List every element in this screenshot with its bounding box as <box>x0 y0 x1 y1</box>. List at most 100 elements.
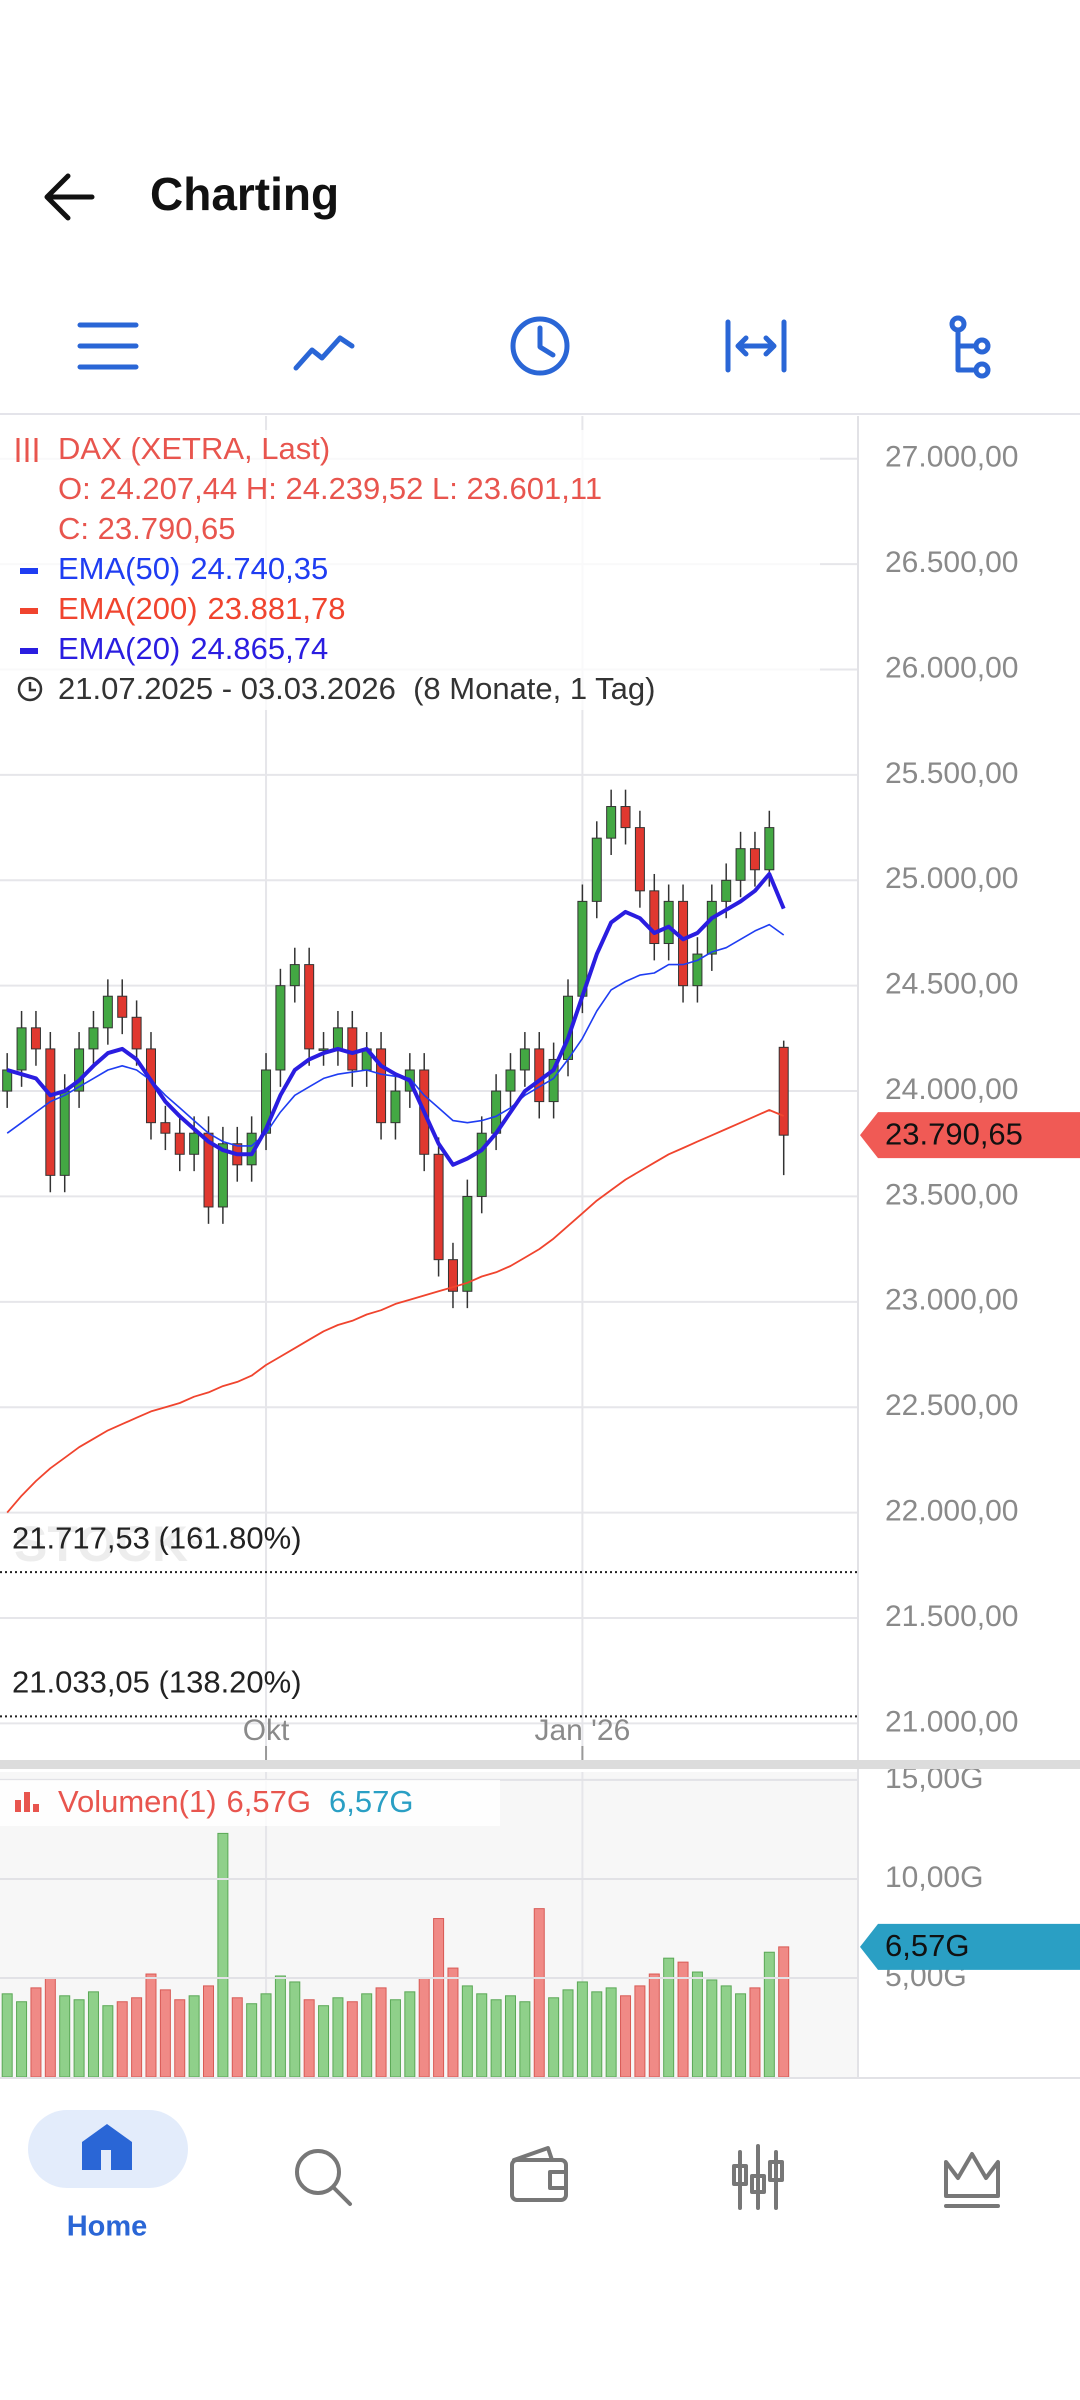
volume-bar <box>116 2001 128 2078</box>
series-name: EMA(50) <box>58 551 180 586</box>
volume-value: 6,57G <box>329 1784 413 1819</box>
candle-body <box>749 848 760 871</box>
markets-icon[interactable] <box>732 2144 784 2210</box>
clock-hand <box>28 682 36 692</box>
candle-body <box>318 1048 329 1051</box>
volume-bar <box>519 2001 531 2078</box>
time-button[interactable] <box>510 316 570 376</box>
candle-body <box>376 1048 387 1124</box>
volume-bar <box>303 1999 315 2078</box>
candle-body <box>534 1048 545 1103</box>
volume-bar <box>389 1999 401 2078</box>
series-name: EMA(200) <box>58 591 198 626</box>
volume-tag-label: 6,57G <box>885 1928 969 1963</box>
candle-body <box>692 953 703 987</box>
candle-icon <box>16 438 38 462</box>
legend-marker <box>20 648 38 654</box>
volume-bar <box>620 1995 632 2078</box>
candle-body <box>706 900 717 955</box>
wallet-icon[interactable] <box>510 2146 568 2202</box>
volume-bar <box>16 2001 28 2078</box>
price-tag-label: 23.790,65 <box>885 1116 1023 1151</box>
candle-body <box>649 890 660 945</box>
volume-bar <box>706 1979 718 2078</box>
candle-body <box>88 1027 99 1050</box>
y-tick-label: 23.000,00 <box>885 1284 1018 1317</box>
premium-icon[interactable] <box>944 2152 1000 2208</box>
back-button[interactable] <box>44 173 95 221</box>
candle-body <box>102 995 113 1029</box>
legend-marker <box>20 608 38 614</box>
ema-line <box>6 1109 785 1514</box>
volume-bar <box>720 1985 732 2078</box>
volume-bar <box>418 1977 430 2078</box>
candle-body <box>74 1048 85 1092</box>
volume-bar <box>476 1993 488 2078</box>
candle-body <box>275 985 286 1071</box>
candle-body <box>433 1153 444 1261</box>
y-tick-label: 22.000,00 <box>885 1494 1018 1527</box>
volume-bar <box>634 1985 646 2078</box>
candle-body <box>476 1132 487 1197</box>
home-icon[interactable] <box>82 2124 132 2170</box>
tools-button[interactable] <box>949 315 991 379</box>
volume-bar <box>663 1957 675 2078</box>
candle-body <box>390 1090 401 1124</box>
nav-label[interactable]: Home <box>67 2211 148 2243</box>
series-value: 24.865,74 <box>190 631 328 666</box>
candle-body <box>663 900 674 945</box>
page-title: Charting <box>150 168 339 220</box>
candle-body <box>634 827 645 892</box>
legend-text: EMA(50) 24.740,35 <box>58 551 328 586</box>
y-tick-label: 24.000,00 <box>885 1073 1018 1106</box>
volume-bar <box>73 1999 85 2078</box>
watermark: STOCK³ <box>14 1516 205 1572</box>
candle-body <box>160 1122 171 1134</box>
series-value: 23.881,78 <box>208 591 346 626</box>
volume-bar <box>447 1967 459 2078</box>
menu-button[interactable] <box>77 322 139 370</box>
volume-tag <box>860 1923 1080 1970</box>
candle-body <box>447 1259 458 1292</box>
candle-body <box>678 900 689 987</box>
volume-bar <box>548 1997 560 2078</box>
volume-bar <box>289 1981 301 2078</box>
y-tick-label: 22.500,00 <box>885 1389 1018 1422</box>
volume-bar <box>1 1993 13 2078</box>
candle-body <box>462 1195 473 1292</box>
candle-body <box>30 1027 41 1050</box>
indicator-button[interactable] <box>293 335 355 371</box>
volume-bar <box>562 1989 574 2078</box>
volume-bar <box>677 1961 689 2078</box>
legend-text: EMA(20) 24.865,74 <box>58 631 328 666</box>
volume-bar <box>763 1951 775 2078</box>
volume-bar <box>749 1987 761 2078</box>
y-tick-label: 10,00G <box>885 1861 983 1894</box>
volume-bar <box>87 1991 99 2078</box>
candle-body <box>591 837 602 902</box>
volume-bar <box>246 2003 258 2078</box>
fib-label: 21.033,05 (138.20%) <box>12 1665 302 1700</box>
volume-bar <box>174 1999 186 2078</box>
volume-icon <box>15 1792 39 1812</box>
candle-body <box>505 1069 516 1092</box>
candle-body <box>721 879 732 902</box>
ema-line <box>6 872 786 1167</box>
volume-bar <box>735 1993 747 2078</box>
search-icon[interactable] <box>295 2149 352 2206</box>
volume-bar <box>461 1985 473 2078</box>
volume-bar <box>648 1973 660 2078</box>
candle-body <box>606 806 617 839</box>
candle-body <box>289 964 300 987</box>
candle-body <box>304 964 315 1050</box>
legend-text: O: 24.207,44 H: 24.239,52 L: 23.601,11 <box>58 471 602 506</box>
y-tick-label: 21.500,00 <box>885 1600 1018 1633</box>
zoom-button[interactable] <box>725 319 787 373</box>
series-name: EMA(20) <box>58 631 180 666</box>
volume-bar <box>375 1987 387 2078</box>
volume-bar <box>159 1989 171 2078</box>
volume-bar <box>231 1997 243 2078</box>
series-value: 24.740,35 <box>190 551 328 586</box>
volume-bar <box>533 1908 545 2078</box>
